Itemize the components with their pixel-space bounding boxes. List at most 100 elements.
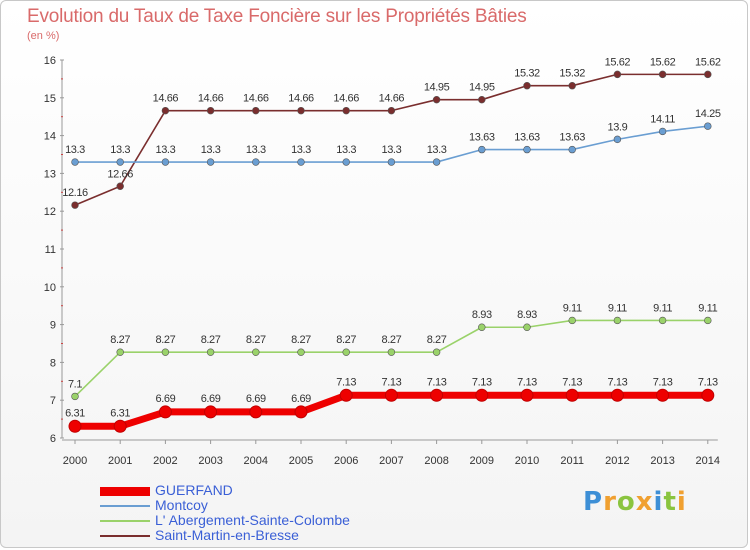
data-point: [523, 82, 531, 90]
data-point: [342, 158, 350, 166]
data-point: [116, 348, 124, 356]
data-point: [704, 122, 712, 130]
data-point: [294, 405, 308, 419]
data-point: [71, 201, 79, 209]
data-point: [613, 135, 622, 144]
data-label: 13.3: [246, 144, 266, 156]
y-tick-label: 16: [44, 55, 56, 67]
data-point: [478, 95, 486, 104]
data-label: 14.25: [695, 108, 721, 120]
data-label: 6.69: [291, 393, 311, 405]
logo-letter: P: [583, 487, 604, 517]
data-point: [704, 316, 712, 325]
data-label: 15.62: [605, 56, 631, 68]
data-point: [249, 405, 263, 419]
data-point: [387, 348, 396, 356]
data-point: [387, 106, 396, 115]
logo-letter: r: [603, 487, 617, 517]
x-tick-label: 2011: [560, 455, 584, 467]
data-label: 7.13: [607, 376, 627, 388]
y-tick-label: 11: [45, 244, 56, 256]
data-label: 13.3: [336, 144, 356, 156]
x-tick-label: 2001: [108, 455, 132, 467]
data-label: 15.62: [695, 56, 721, 68]
data-labels: 12.16 12.66 14.66 14.66 14.66 14.66 14.66 14.66…: [62, 56, 721, 419]
data-point: [658, 316, 667, 325]
data-label: 8.93: [472, 309, 492, 321]
data-point: [658, 127, 667, 136]
data-label: 6.31: [110, 407, 130, 419]
data-label: 8.27: [336, 334, 356, 346]
data-label: 13.3: [110, 144, 130, 156]
y-tick-label: 10: [44, 282, 56, 294]
data-label: 14.66: [379, 93, 405, 105]
data-label: 15.32: [514, 68, 540, 80]
data-label: 14.95: [424, 82, 450, 94]
data-point: [610, 388, 624, 402]
legend-label: L' Abergement-Sainte-Colombe: [155, 512, 350, 528]
data-label: 14.66: [243, 93, 269, 105]
data-label: 8.27: [201, 334, 221, 346]
data-label: 13.3: [201, 144, 221, 156]
data-point: [68, 419, 82, 433]
data-label: 6.69: [155, 393, 175, 405]
data-point: [297, 348, 305, 356]
y-tick-label: 8: [50, 357, 56, 369]
data-label: 8.27: [155, 334, 175, 346]
data-label: 9.11: [608, 302, 627, 314]
data-point: [297, 106, 305, 115]
legend-swatch: [100, 520, 150, 522]
data-label: 7.13: [562, 376, 582, 388]
legend-swatch: [100, 505, 150, 507]
data-label: 15.32: [559, 68, 585, 80]
data-label: 13.63: [514, 132, 540, 144]
data-label: 8.27: [381, 334, 401, 346]
data-label: 7.13: [653, 376, 673, 388]
data-point: [113, 419, 127, 433]
data-label: 13.3: [65, 144, 85, 156]
data-label: 13.3: [291, 144, 311, 156]
data-point: [158, 405, 172, 419]
x-tick-label: 2007: [379, 455, 403, 467]
data-point: [432, 95, 441, 104]
data-label: 13.63: [469, 132, 495, 144]
logo-letter: i: [676, 487, 687, 517]
data-point: [252, 158, 260, 166]
data-label: 14.11: [650, 113, 675, 125]
data-label: 13.3: [427, 144, 447, 156]
data-label: 7.13: [472, 376, 492, 388]
data-point: [475, 388, 489, 402]
data-label: 7.13: [427, 376, 447, 388]
legend-label: Saint-Martin-en-Bresse: [155, 527, 299, 543]
data-point: [161, 348, 170, 356]
x-tick-label: 2014: [696, 455, 720, 467]
x-tick-label: 2004: [244, 455, 268, 467]
data-label: 14.66: [333, 93, 359, 105]
data-point: [565, 388, 579, 402]
legend-swatch: [100, 535, 150, 537]
x-tick-label: 2009: [470, 455, 494, 467]
y-tick-label: 14: [44, 131, 56, 143]
data-label: 13.3: [155, 144, 175, 156]
data-point: [116, 158, 124, 166]
x-tick-label: 2003: [198, 455, 222, 467]
data-point: [432, 158, 441, 166]
data-point: [252, 348, 260, 356]
axes: 6 7 8 9 10 11 12 13 14 15 16 2000 2001 2002 2003 2004 20…: [44, 55, 720, 467]
data-point: [342, 106, 350, 115]
y-tick-label: 7: [50, 395, 56, 407]
logo-letter: t: [663, 487, 677, 517]
data-label: 15.62: [650, 56, 676, 68]
data-point: [161, 106, 170, 115]
data-point: [206, 106, 215, 115]
logo-letter: x: [635, 487, 654, 517]
data-point: [71, 392, 79, 401]
data-label: 14.66: [288, 93, 314, 105]
chart-title: Evolution du Taux de Taxe Foncière sur l…: [27, 6, 527, 27]
data-point: [658, 70, 667, 79]
data-label: 7.13: [381, 376, 401, 388]
data-label: 12.16: [62, 187, 88, 199]
data-point: [568, 82, 576, 90]
